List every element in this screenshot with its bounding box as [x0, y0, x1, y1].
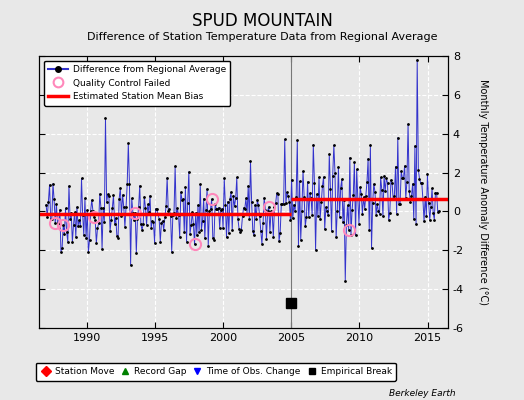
Text: Difference of Station Temperature Data from Regional Average: Difference of Station Temperature Data f… — [87, 32, 437, 42]
Y-axis label: Monthly Temperature Anomaly Difference (°C): Monthly Temperature Anomaly Difference (… — [478, 79, 488, 305]
Text: SPUD MOUNTAIN: SPUD MOUNTAIN — [192, 12, 332, 30]
Legend: Station Move, Record Gap, Time of Obs. Change, Empirical Break: Station Move, Record Gap, Time of Obs. C… — [36, 362, 396, 381]
Text: Berkeley Earth: Berkeley Earth — [389, 389, 456, 398]
